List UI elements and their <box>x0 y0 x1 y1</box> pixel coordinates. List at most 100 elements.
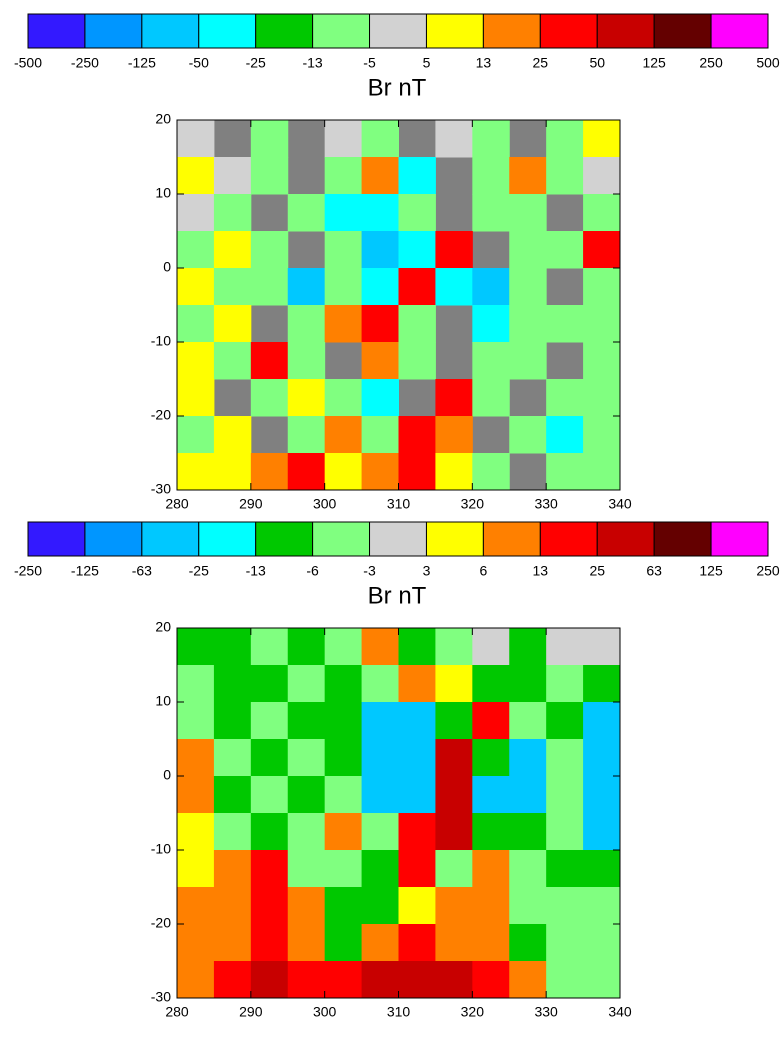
heat-cell <box>287 961 326 999</box>
heat-cell <box>583 961 621 999</box>
heat-cell <box>324 120 363 158</box>
colorbar-label: -125 <box>128 55 156 71</box>
heat-cell <box>398 416 436 454</box>
x-tick-label: 300 <box>313 496 337 512</box>
heat-cell <box>435 887 473 925</box>
heat-cell <box>472 194 510 232</box>
heat-cell <box>324 776 363 814</box>
heat-cell <box>546 924 584 962</box>
heat-cell <box>509 961 547 999</box>
heat-cell <box>361 887 399 925</box>
colorbar-segment <box>596 521 655 557</box>
heat-cell <box>435 628 473 666</box>
heat-cell <box>509 157 547 195</box>
heat-cell <box>250 453 289 491</box>
x-tick-label: 330 <box>534 1004 558 1020</box>
heat-cell <box>287 887 326 925</box>
colorbar-label: -63 <box>132 563 152 579</box>
heat-cell <box>583 702 621 740</box>
heat-cell <box>546 702 584 740</box>
colorbar-segment <box>141 521 200 557</box>
heat-cell <box>250 961 289 999</box>
heat-cell <box>324 628 363 666</box>
heat-cell <box>398 887 436 925</box>
heat-cell <box>361 628 399 666</box>
colorbar-label: 125 <box>699 563 723 579</box>
heat-cell <box>398 231 436 269</box>
heat-cell <box>361 379 399 417</box>
heat-cell <box>472 850 510 888</box>
y-tick-label: -10 <box>151 333 171 349</box>
heat-cell <box>177 850 215 888</box>
colorbar-segment <box>27 521 86 557</box>
heat-cell <box>546 305 584 343</box>
heat-cell <box>324 850 363 888</box>
y-tick-label: 10 <box>155 693 171 709</box>
heat-cell <box>583 776 621 814</box>
x-tick-label: 320 <box>461 496 485 512</box>
heat-cell <box>177 887 215 925</box>
heat-cell <box>472 628 510 666</box>
heat-cell <box>583 813 621 851</box>
heat-cell <box>324 305 363 343</box>
colorbar-segment <box>482 521 541 557</box>
heat-cell <box>361 120 399 158</box>
heat-cell <box>361 961 399 999</box>
heat-cell <box>472 887 510 925</box>
y-tick-label: 20 <box>155 619 171 635</box>
colorbar-label: 63 <box>646 563 662 579</box>
heat-cell <box>509 628 547 666</box>
heat-cell <box>287 342 326 380</box>
x-tick-label: 310 <box>387 1004 411 1020</box>
heat-cell <box>213 850 252 888</box>
colorbar-label: 13 <box>533 563 549 579</box>
heat-cell <box>583 231 621 269</box>
heat-cell <box>583 850 621 888</box>
heat-cell <box>435 665 473 703</box>
heat-cell <box>361 194 399 232</box>
y-tick-label: -30 <box>151 481 171 497</box>
heat-cell <box>213 231 252 269</box>
heat-cell <box>583 120 621 158</box>
colorbar-segment <box>710 521 769 557</box>
colorbar-segment <box>596 13 655 49</box>
y-tick-label: 10 <box>155 185 171 201</box>
heat-cell <box>472 379 510 417</box>
heat-cell <box>472 776 510 814</box>
heat-cell <box>213 813 252 851</box>
heat-cell <box>509 194 547 232</box>
heat-cell <box>583 416 621 454</box>
heat-cell <box>213 268 252 306</box>
heat-cell <box>509 813 547 851</box>
heat-cell <box>213 453 252 491</box>
heat-cell <box>361 702 399 740</box>
heat-cell <box>177 628 215 666</box>
heat-cell <box>398 453 436 491</box>
heat-cell <box>472 961 510 999</box>
heat-cell <box>472 813 510 851</box>
heat-cell <box>287 739 326 777</box>
colorbar-segment <box>539 13 598 49</box>
heat-cell <box>213 665 252 703</box>
colorbar-label: 6 <box>479 563 487 579</box>
heat-cell <box>546 961 584 999</box>
colorbar-label: -25 <box>246 55 266 71</box>
heat-cell <box>361 305 399 343</box>
colorbar-segment <box>141 13 200 49</box>
heat-cell <box>546 379 584 417</box>
heat-cell <box>177 305 215 343</box>
heat-cell <box>177 416 215 454</box>
heat-cell <box>546 157 584 195</box>
heat-cell <box>472 453 510 491</box>
heat-cell <box>583 305 621 343</box>
x-tick-label: 290 <box>239 496 263 512</box>
heat-cell <box>435 702 473 740</box>
heat-cell <box>361 231 399 269</box>
y-tick-label: 0 <box>163 767 171 783</box>
heat-cell <box>583 453 621 491</box>
colorbar-segment <box>255 13 314 49</box>
heat-cell <box>509 305 547 343</box>
y-tick-label: -20 <box>151 407 171 423</box>
heat-cell <box>250 268 289 306</box>
heat-cell <box>324 665 363 703</box>
